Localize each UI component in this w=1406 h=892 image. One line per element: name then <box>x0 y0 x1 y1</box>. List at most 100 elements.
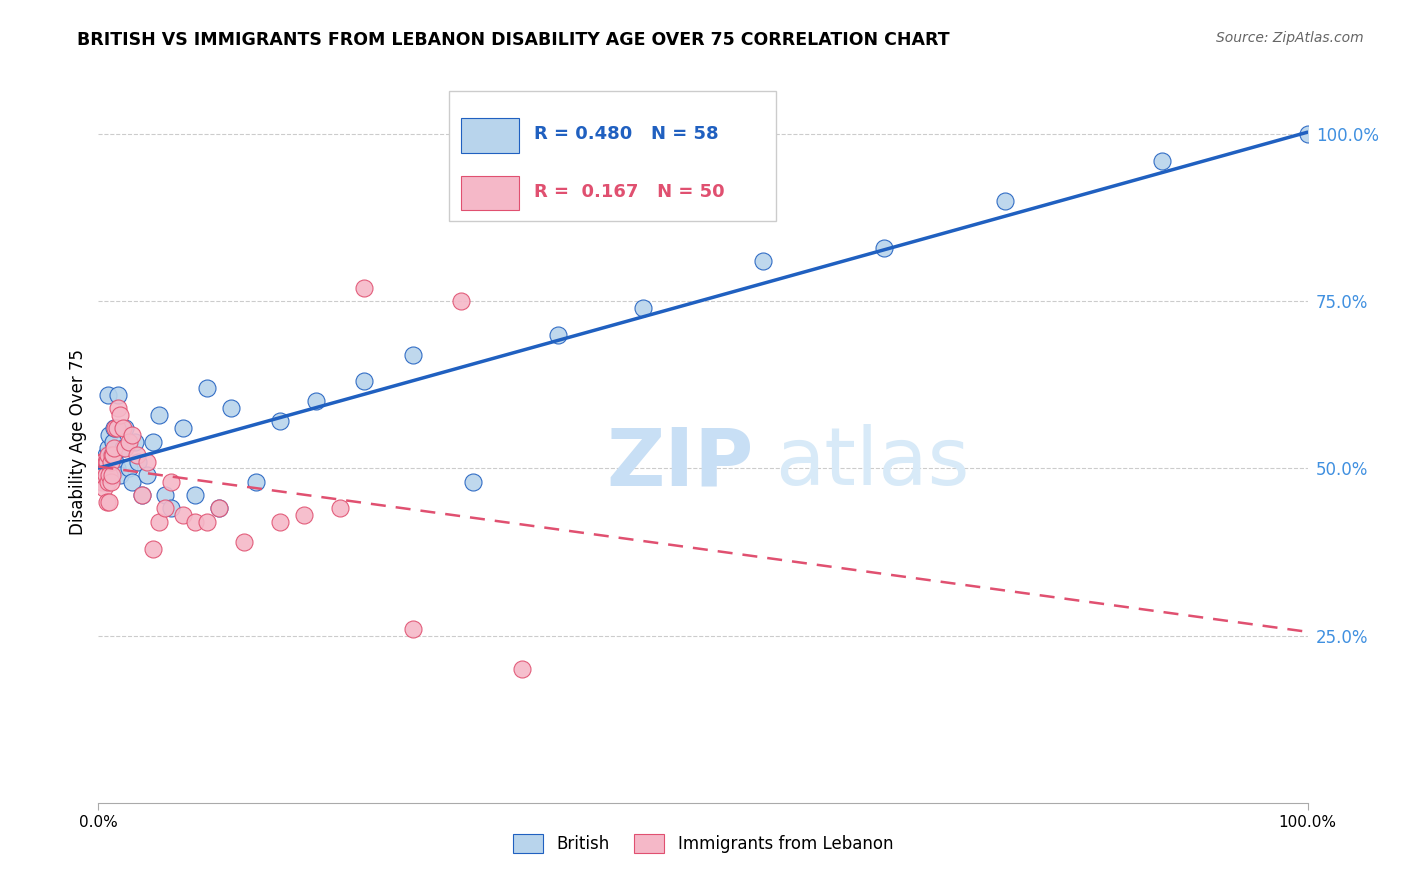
Point <box>105 461 128 475</box>
Point <box>91 461 114 475</box>
Point <box>329 501 352 516</box>
Point <box>93 461 115 475</box>
Text: R =  0.167   N = 50: R = 0.167 N = 50 <box>534 183 724 202</box>
Point <box>90 455 112 469</box>
Point <box>100 455 122 469</box>
Point <box>135 455 157 469</box>
Point <box>184 488 207 502</box>
Point <box>148 408 170 422</box>
Point <box>208 501 231 516</box>
Text: R = 0.480   N = 58: R = 0.480 N = 58 <box>534 126 718 144</box>
Point <box>98 427 121 442</box>
Point <box>873 241 896 255</box>
Point <box>89 461 111 475</box>
Point <box>148 515 170 529</box>
Point <box>135 467 157 482</box>
Text: atlas: atlas <box>776 425 970 502</box>
Point <box>353 375 375 389</box>
Point <box>245 475 267 489</box>
Point <box>103 421 125 435</box>
Point <box>100 461 122 475</box>
Point <box>91 465 114 479</box>
Point <box>101 448 124 462</box>
Point <box>96 461 118 475</box>
Point <box>104 421 127 435</box>
Point <box>108 408 131 422</box>
Point <box>90 467 112 482</box>
Point <box>91 467 114 482</box>
Point <box>100 455 122 469</box>
Point <box>93 467 115 482</box>
Point <box>305 394 328 409</box>
Point <box>994 194 1017 208</box>
Point <box>463 475 485 489</box>
Point <box>195 381 218 395</box>
Point <box>104 455 127 469</box>
Point <box>89 461 111 475</box>
Point <box>131 488 153 502</box>
Point <box>292 508 315 523</box>
Point <box>153 501 176 516</box>
FancyBboxPatch shape <box>461 176 519 211</box>
Point <box>353 281 375 295</box>
Point <box>98 494 121 508</box>
Point <box>402 348 425 362</box>
Point <box>96 455 118 469</box>
Point <box>160 475 183 489</box>
Point <box>91 475 114 489</box>
Point <box>118 434 141 449</box>
Point <box>100 467 122 482</box>
Point <box>111 421 134 435</box>
Point <box>94 475 117 489</box>
Point <box>114 442 136 455</box>
Point <box>269 515 291 529</box>
Point <box>90 455 112 469</box>
Point <box>269 414 291 429</box>
Point <box>107 401 129 416</box>
Point <box>94 455 117 469</box>
Point <box>142 434 165 449</box>
Point <box>172 508 194 523</box>
Point <box>93 455 115 469</box>
Point <box>107 387 129 401</box>
Point <box>232 534 254 549</box>
Point <box>101 434 124 449</box>
Point <box>631 301 654 315</box>
Point <box>91 458 114 472</box>
Point <box>111 442 134 455</box>
Point <box>510 662 533 676</box>
Point <box>91 467 114 482</box>
Point <box>1152 153 1174 168</box>
Point <box>121 475 143 489</box>
Point <box>160 501 183 516</box>
Point <box>184 515 207 529</box>
Point <box>142 541 165 556</box>
Point <box>97 475 120 489</box>
Y-axis label: Disability Age Over 75: Disability Age Over 75 <box>69 349 87 534</box>
Point <box>97 442 120 455</box>
Point <box>94 448 117 462</box>
Point <box>752 254 775 268</box>
Point <box>208 501 231 516</box>
Text: BRITISH VS IMMIGRANTS FROM LEBANON DISABILITY AGE OVER 75 CORRELATION CHART: BRITISH VS IMMIGRANTS FROM LEBANON DISAB… <box>77 31 950 49</box>
Point <box>1296 127 1319 141</box>
Point <box>108 467 131 482</box>
Point <box>153 488 176 502</box>
Point <box>450 294 472 309</box>
Point <box>103 442 125 455</box>
Point <box>97 387 120 401</box>
Point <box>118 461 141 475</box>
Point <box>114 421 136 435</box>
Point <box>131 488 153 502</box>
Text: Source: ZipAtlas.com: Source: ZipAtlas.com <box>1216 31 1364 45</box>
Point <box>91 455 114 469</box>
Point <box>94 467 117 482</box>
Point <box>124 434 146 449</box>
Point <box>402 622 425 636</box>
Point <box>172 421 194 435</box>
Point <box>100 448 122 462</box>
Point <box>91 461 114 475</box>
Point <box>127 455 149 469</box>
Point <box>98 467 121 482</box>
Point <box>97 448 120 462</box>
